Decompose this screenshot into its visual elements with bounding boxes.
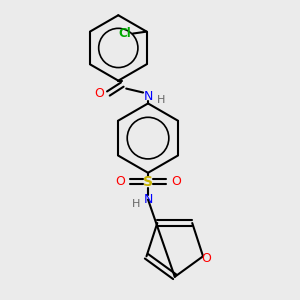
Text: N: N	[143, 193, 153, 206]
Text: O: O	[201, 252, 211, 265]
Text: O: O	[115, 175, 125, 188]
Text: O: O	[94, 87, 104, 100]
Text: Cl: Cl	[118, 27, 131, 40]
Text: H: H	[132, 200, 140, 209]
Text: H: H	[157, 95, 165, 106]
Text: O: O	[171, 175, 181, 188]
Text: S: S	[143, 175, 153, 189]
Text: N: N	[143, 90, 153, 103]
